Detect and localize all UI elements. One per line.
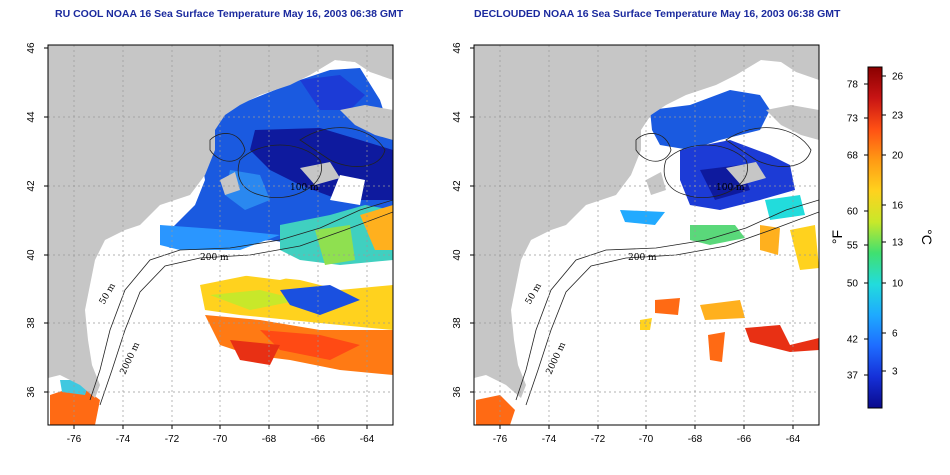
y-tick-label: 46 — [452, 42, 463, 54]
right-map-panel: 100 m 200 m 50 m 2000 m 464442403836-76-… — [452, 42, 820, 445]
x-tick-label: -76 — [67, 434, 82, 445]
y-tick-label: 38 — [26, 317, 37, 329]
fahrenheit-tick-label: 73 — [847, 114, 859, 125]
y-tick-label: 46 — [26, 42, 37, 54]
left-land-mass — [48, 45, 393, 398]
fahrenheit-tick-label: 50 — [847, 279, 859, 290]
x-tick-label: -66 — [737, 434, 752, 445]
celsius-tick-label: 13 — [892, 238, 904, 249]
x-tick-label: -70 — [213, 434, 228, 445]
x-tick-label: -64 — [786, 434, 801, 445]
fahrenheit-tick-label: 78 — [847, 80, 859, 91]
celsius-tick-label: 16 — [892, 201, 904, 212]
fahrenheit-tick-label: 42 — [847, 335, 859, 346]
y-tick-label: 40 — [26, 249, 37, 261]
y-tick-label: 40 — [452, 249, 463, 261]
left-contour-label-200m: 200 m — [200, 253, 229, 263]
right-map-title: DECLOUDED NOAA 16 Sea Surface Temperatur… — [474, 8, 841, 20]
y-tick-label: 36 — [26, 386, 37, 398]
fahrenheit-tick-label: 37 — [847, 371, 859, 382]
x-tick-label: -72 — [165, 434, 180, 445]
left-sst-field — [50, 68, 393, 425]
fahrenheit-unit-label: °F — [829, 230, 845, 244]
y-tick-label: 42 — [26, 180, 37, 192]
x-tick-label: -68 — [262, 434, 277, 445]
y-tick-label: 36 — [452, 386, 463, 398]
celsius-tick-label: 23 — [892, 111, 904, 122]
right-grid — [474, 45, 819, 425]
right-bathymetry-contours — [515, 127, 819, 406]
x-tick-label: -70 — [639, 434, 654, 445]
y-tick-label: 42 — [452, 180, 463, 192]
x-tick-label: -74 — [542, 434, 557, 445]
left-bathymetry-contours — [89, 127, 393, 406]
celsius-unit-label: °C — [919, 229, 935, 245]
celsius-tick-label: 20 — [892, 151, 904, 162]
temperature-colorbar: 78 73 68 60 55 50 42 37 26 23 20 16 13 10 6 3 °F °C — [829, 66, 935, 409]
x-tick-label: -76 — [493, 434, 508, 445]
x-tick-label: -64 — [360, 434, 375, 445]
right-sst-field — [476, 90, 819, 425]
left-contour-label-100m: 100 m — [290, 183, 319, 193]
left-grid — [48, 45, 393, 425]
right-contour-label-100m: 100 m — [716, 183, 745, 193]
x-tick-label: -72 — [591, 434, 606, 445]
fahrenheit-tick-label: 68 — [847, 151, 859, 162]
x-tick-label: -74 — [116, 434, 131, 445]
left-map-panel: 100 m 200 m 50 m 2000 m 464442403836-76-… — [26, 42, 394, 445]
y-tick-label: 38 — [452, 317, 463, 329]
left-map-title: RU COOL NOAA 16 Sea Surface Temperature … — [55, 8, 404, 20]
celsius-tick-label: 26 — [892, 72, 904, 83]
y-tick-label: 44 — [26, 111, 37, 123]
fahrenheit-tick-label: 55 — [847, 241, 859, 252]
y-tick-label: 44 — [452, 111, 463, 123]
fahrenheit-tick-label: 60 — [847, 207, 859, 218]
colorbar-gradient — [867, 66, 883, 409]
x-tick-label: -66 — [311, 434, 326, 445]
celsius-tick-label: 10 — [892, 279, 904, 290]
right-land-mass — [474, 45, 819, 398]
celsius-tick-label: 6 — [892, 329, 898, 340]
x-tick-label: -68 — [688, 434, 703, 445]
right-contour-label-200m: 200 m — [628, 253, 657, 263]
celsius-tick-label: 3 — [892, 367, 898, 378]
